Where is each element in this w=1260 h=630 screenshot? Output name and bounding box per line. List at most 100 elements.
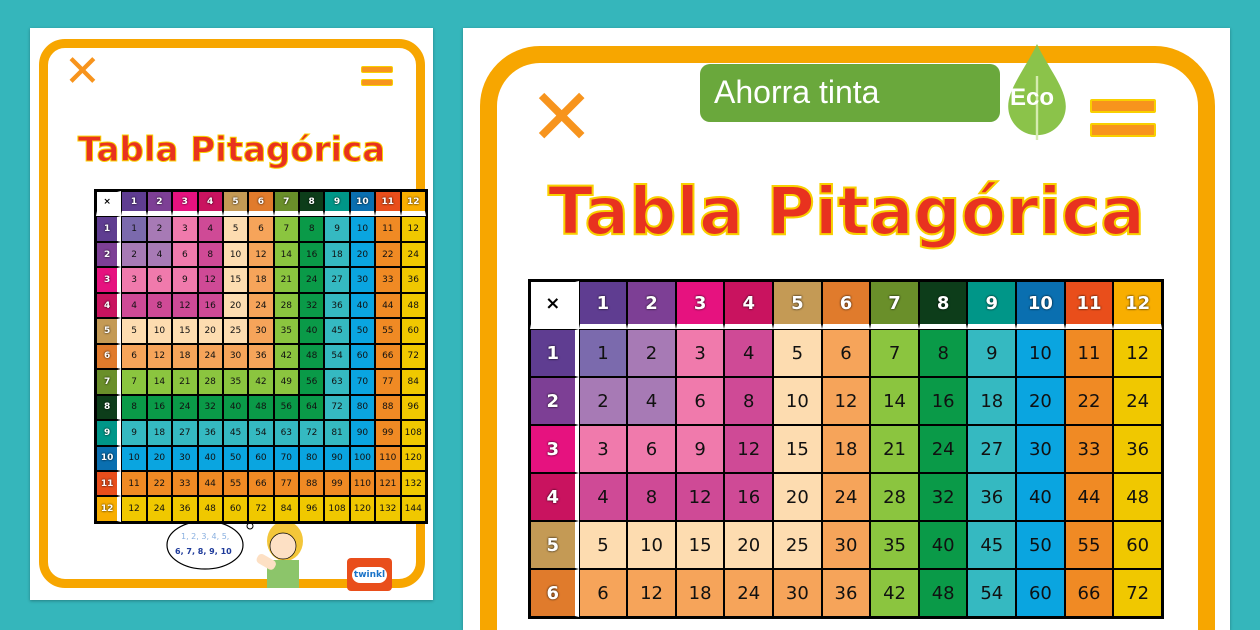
column-header: 7 bbox=[870, 281, 919, 329]
product-cell: 60 bbox=[349, 343, 376, 370]
product-cell: 5 bbox=[578, 521, 628, 569]
product-cell: 11 bbox=[1064, 329, 1114, 377]
product-cell: 45 bbox=[967, 521, 1017, 569]
row-header: 2 bbox=[530, 377, 579, 425]
product-cell: 8 bbox=[918, 329, 968, 377]
product-cell: 108 bbox=[400, 420, 426, 446]
product-cell: 9 bbox=[172, 267, 198, 293]
column-header: 6 bbox=[248, 191, 274, 217]
table-row: 5 5 10 15 20 25 30 35 40 45 50 55 60 bbox=[530, 521, 1162, 569]
product-cell: 10 bbox=[1016, 329, 1065, 377]
product-cell: 24 bbox=[918, 425, 968, 473]
row-header: 7 bbox=[96, 369, 122, 395]
row-header: 9 bbox=[96, 420, 122, 446]
column-header: 3 bbox=[675, 281, 725, 329]
product-cell: 9 bbox=[324, 216, 350, 242]
product-cell: 77 bbox=[273, 470, 299, 497]
badge-label: Ahorra tinta bbox=[714, 74, 880, 110]
product-cell: 18 bbox=[324, 241, 350, 268]
times-corner: × bbox=[96, 191, 122, 217]
product-cell: 3 bbox=[675, 329, 725, 377]
product-cell: 70 bbox=[349, 369, 376, 395]
product-cell: 3 bbox=[172, 216, 198, 242]
product-cell: 12 bbox=[400, 216, 426, 242]
product-cell: 99 bbox=[324, 470, 350, 497]
product-cell: 8 bbox=[627, 473, 676, 521]
product-cell: 2 bbox=[627, 329, 676, 377]
product-cell: 7 bbox=[870, 329, 919, 377]
product-cell: 5 bbox=[773, 329, 822, 377]
table-row: 5 5 10 15 20 25 30 35 40 45 50 55 60 bbox=[96, 318, 426, 344]
column-header: 11 bbox=[375, 191, 401, 217]
product-cell: 36 bbox=[400, 267, 426, 293]
product-cell: 16 bbox=[299, 241, 325, 268]
product-cell: 7 bbox=[121, 369, 147, 395]
product-cell: 27 bbox=[967, 425, 1017, 473]
product-cell: 20 bbox=[197, 318, 223, 344]
table-row: 8 8 16 24 32 40 48 56 64 72 80 88 96 bbox=[96, 394, 426, 421]
page-title: Tabla Pitagórica bbox=[547, 172, 1146, 251]
product-cell: 27 bbox=[172, 420, 198, 446]
product-cell: 24 bbox=[400, 241, 426, 268]
times-icon: ✕ bbox=[529, 73, 595, 163]
product-cell: 42 bbox=[870, 569, 919, 617]
row-header: 5 bbox=[530, 521, 579, 569]
row-header: 10 bbox=[96, 445, 122, 471]
product-cell: 88 bbox=[375, 394, 401, 421]
large-preview-card[interactable]: ✕ Tabla Pitagórica × 1 2 3 4 5 6 7 8 9 10 11 12 1 1 2 3 4… bbox=[463, 28, 1230, 630]
table-row: 4 4 8 12 16 20 24 28 32 36 40 44 48 bbox=[530, 473, 1162, 521]
product-cell: 6 bbox=[248, 216, 274, 242]
product-cell: 15 bbox=[773, 425, 822, 473]
product-cell: 50 bbox=[1016, 521, 1065, 569]
product-cell: 81 bbox=[324, 420, 350, 446]
product-cell: 5 bbox=[121, 318, 147, 344]
small-preview-card[interactable]: ✕ Tabla Pitagórica 1, 2, 3, 4, 5, 6, 7, … bbox=[30, 28, 433, 600]
product-cell: 48 bbox=[400, 292, 426, 319]
product-cell: 24 bbox=[248, 292, 274, 319]
product-cell: 1 bbox=[578, 329, 628, 377]
product-cell: 80 bbox=[349, 394, 376, 421]
product-cell: 54 bbox=[324, 343, 350, 370]
table-row: 2 2 4 6 8 10 12 14 16 18 20 22 24 bbox=[530, 377, 1162, 425]
product-cell: 2 bbox=[121, 241, 147, 268]
table-row: 10 10 20 30 40 50 60 70 80 90 100 110 120 bbox=[96, 445, 426, 471]
product-cell: 24 bbox=[172, 394, 198, 421]
product-cell: 121 bbox=[375, 470, 401, 497]
product-cell: 72 bbox=[1113, 569, 1162, 617]
column-header: 12 bbox=[1113, 281, 1162, 329]
product-cell: 12 bbox=[821, 377, 871, 425]
ink-saving-badge[interactable]: Ahorra tinta bbox=[700, 64, 1000, 122]
header-row: × 1 2 3 4 5 6 7 8 9 10 11 12 bbox=[530, 281, 1162, 329]
product-cell: 48 bbox=[248, 394, 274, 421]
product-cell: 22 bbox=[1064, 377, 1114, 425]
product-cell: 32 bbox=[197, 394, 223, 421]
product-cell: 4 bbox=[121, 292, 147, 319]
product-cell: 4 bbox=[197, 216, 223, 242]
table-row: 9 9 18 27 36 45 54 63 72 81 90 99 108 bbox=[96, 420, 426, 446]
eco-leaf-drop-icon bbox=[1008, 44, 1066, 140]
product-cell: 64 bbox=[299, 394, 325, 421]
product-cell: 28 bbox=[197, 369, 223, 395]
multiplication-table-small: × 1 2 3 4 5 6 7 8 9 10 11 12 1 1 2 3 4 5 6 7 8 9 10 11 12 2 2 4 6 8 10 1… bbox=[94, 189, 428, 524]
product-cell: 40 bbox=[918, 521, 968, 569]
product-cell: 32 bbox=[299, 292, 325, 319]
product-cell: 24 bbox=[299, 267, 325, 293]
product-cell: 36 bbox=[197, 420, 223, 446]
column-header: 12 bbox=[400, 191, 426, 217]
product-cell: 12 bbox=[197, 267, 223, 293]
product-cell: 14 bbox=[870, 377, 919, 425]
product-cell: 30 bbox=[773, 569, 822, 617]
product-cell: 24 bbox=[197, 343, 223, 370]
table-row: 1 1 2 3 4 5 6 7 8 9 10 11 12 bbox=[530, 329, 1162, 377]
product-cell: 24 bbox=[821, 473, 871, 521]
product-cell: 66 bbox=[375, 343, 401, 370]
product-cell: 20 bbox=[773, 473, 822, 521]
product-cell: 20 bbox=[349, 241, 376, 268]
product-cell: 16 bbox=[918, 377, 968, 425]
product-cell: 48 bbox=[197, 496, 223, 522]
product-cell: 50 bbox=[349, 318, 376, 344]
product-cell: 55 bbox=[1064, 521, 1114, 569]
product-cell: 60 bbox=[1113, 521, 1162, 569]
product-cell: 66 bbox=[1064, 569, 1114, 617]
product-cell: 36 bbox=[967, 473, 1017, 521]
